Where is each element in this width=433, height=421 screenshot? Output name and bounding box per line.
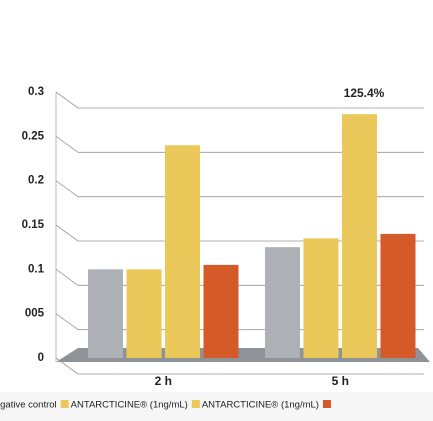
grid-line — [55, 224, 79, 242]
y-tick-label: 005 — [25, 308, 45, 320]
legend-band — [0, 392, 433, 421]
legend-swatch — [322, 400, 331, 408]
x-tick-label: 2 h — [155, 374, 172, 388]
bar — [303, 238, 339, 358]
legend-label: Negative control — [0, 400, 57, 411]
grid-line — [55, 313, 79, 330]
y-tick-label: 0.25 — [22, 130, 45, 142]
grid-line — [55, 357, 79, 375]
bar — [380, 233, 416, 358]
y-tick-label: 0 — [38, 352, 44, 364]
y-tick-label: 0.3 — [28, 86, 44, 98]
bar — [203, 264, 239, 358]
legend-swatch — [191, 400, 200, 408]
grid-line — [55, 91, 79, 109]
bar — [88, 269, 123, 358]
grid-line — [55, 136, 79, 153]
legend-swatch — [60, 400, 69, 408]
x-tick-label: 5 h — [332, 374, 349, 388]
bar — [342, 114, 377, 359]
annotation: 125.4% — [344, 86, 385, 100]
grid-line — [55, 180, 79, 197]
legend-label: ANTARCTICINE® (1ng/mL) — [202, 400, 319, 411]
grid-line — [55, 269, 79, 286]
bar — [126, 269, 162, 358]
legend-label: ANTARCTICINE® (1ng/mL) — [71, 400, 188, 411]
bar — [165, 145, 200, 358]
bar — [265, 247, 300, 358]
y-tick-label: 0.15 — [22, 219, 45, 231]
y-tick-label: 0.1 — [28, 263, 45, 275]
y-tick-label: 0.2 — [28, 175, 44, 187]
